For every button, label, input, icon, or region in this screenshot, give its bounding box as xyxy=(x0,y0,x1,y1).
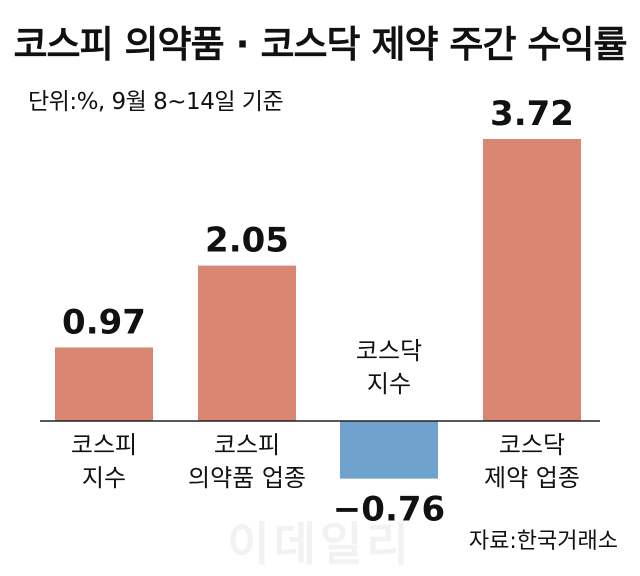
source-note: 자료:한국거래소 xyxy=(468,529,618,554)
category-label-1-0: 코스피 xyxy=(214,431,280,459)
value-label-2: −0.76 xyxy=(333,490,445,530)
bar-0 xyxy=(55,347,153,421)
chart-subtitle: 단위:%, 9월 8~14일 기준 xyxy=(28,89,284,115)
bar-2 xyxy=(340,421,438,479)
category-label-2-1: 지수 xyxy=(367,370,411,398)
category-label-1-1: 의약품 업종 xyxy=(188,464,306,492)
chart-title: 코스피 의약품 · 코스닥 제약 주간 수익률 xyxy=(13,23,628,66)
category-label-0-0: 코스피 xyxy=(71,431,137,459)
watermark: 이데일리 xyxy=(227,517,413,571)
bar-1 xyxy=(198,265,296,421)
bar-3 xyxy=(483,139,581,422)
category-label-0-1: 지수 xyxy=(82,464,126,492)
category-label-2-0: 코스닥 xyxy=(356,337,422,365)
value-label-0: 0.97 xyxy=(62,302,146,342)
category-label-3-1: 제약 업종 xyxy=(484,464,580,492)
value-label-1: 2.05 xyxy=(205,221,289,261)
value-label-3: 3.72 xyxy=(490,94,574,134)
category-label-3-0: 코스닥 xyxy=(499,431,565,459)
